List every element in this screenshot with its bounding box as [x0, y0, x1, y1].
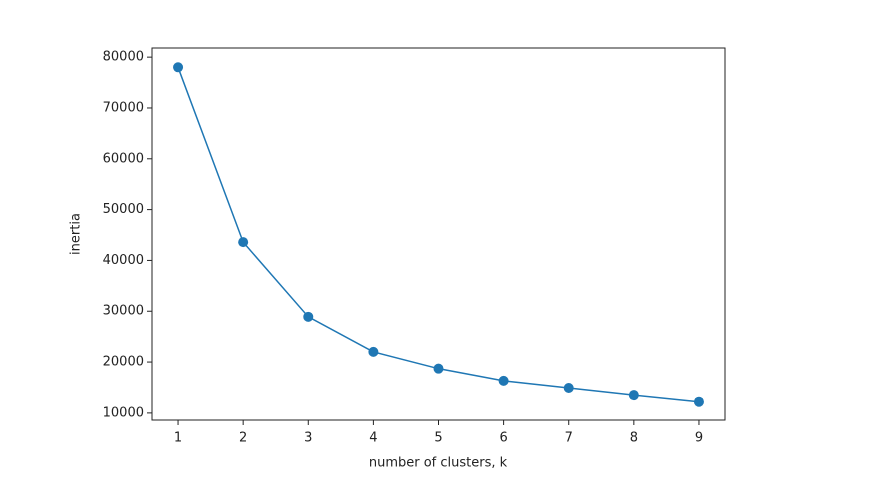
x-axis-label: number of clusters, k: [369, 456, 508, 471]
y-tick-label: 40000: [103, 253, 144, 268]
x-tick-label: 7: [565, 431, 573, 446]
y-axis-label: inertia: [69, 213, 84, 255]
x-tick-label: 1: [174, 431, 182, 446]
y-tick-label: 30000: [103, 304, 144, 319]
y-tick-label: 10000: [103, 405, 144, 420]
x-tick-label: 9: [695, 431, 703, 446]
point: [433, 363, 444, 374]
point: [368, 346, 379, 357]
line: [177, 67, 700, 403]
y-tick-label: 80000: [103, 50, 144, 65]
point: [693, 396, 704, 407]
point: [238, 237, 249, 248]
x-tick-label: 4: [369, 431, 377, 446]
point: [173, 62, 184, 73]
x-tick-label: 5: [434, 431, 442, 446]
y-tick-label: 60000: [103, 151, 144, 166]
x-tick-label: 2: [239, 431, 247, 446]
point: [563, 382, 574, 393]
y-tick-label: 20000: [103, 355, 144, 370]
plot-frame: [151, 47, 726, 421]
y-tick-label: 50000: [103, 202, 144, 217]
y-tick-label: 70000: [103, 100, 144, 115]
point: [628, 390, 639, 401]
point: [498, 375, 509, 386]
x-tick-label: 8: [630, 431, 638, 446]
point: [303, 311, 314, 322]
x-tick-label: 3: [304, 431, 312, 446]
x-tick-label: 6: [499, 431, 507, 446]
